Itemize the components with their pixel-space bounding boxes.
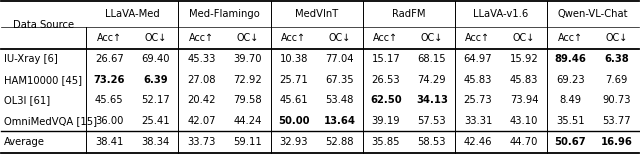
Text: OC↓: OC↓: [605, 33, 627, 43]
Text: 58.53: 58.53: [418, 137, 446, 147]
Text: 42.07: 42.07: [187, 116, 216, 126]
Text: 69.40: 69.40: [141, 54, 170, 64]
Text: 50.67: 50.67: [554, 137, 586, 147]
Text: OC↓: OC↓: [236, 33, 259, 43]
Text: 62.50: 62.50: [370, 95, 401, 105]
Text: 45.83: 45.83: [510, 75, 538, 85]
Text: LLaVA-v1.6: LLaVA-v1.6: [474, 9, 529, 19]
Text: 26.53: 26.53: [371, 75, 400, 85]
Text: 44.24: 44.24: [234, 116, 262, 126]
Text: 35.85: 35.85: [372, 137, 400, 147]
Text: 33.73: 33.73: [188, 137, 216, 147]
Text: 77.04: 77.04: [326, 54, 354, 64]
Text: 67.35: 67.35: [325, 75, 354, 85]
Text: 35.51: 35.51: [556, 116, 584, 126]
Text: LLaVA-Med: LLaVA-Med: [105, 9, 159, 19]
Text: 38.41: 38.41: [95, 137, 124, 147]
Text: 39.70: 39.70: [233, 54, 262, 64]
Text: OmniMedVQA [15]: OmniMedVQA [15]: [4, 116, 97, 126]
Text: 7.69: 7.69: [605, 75, 627, 85]
Text: 45.83: 45.83: [464, 75, 492, 85]
Text: 74.29: 74.29: [417, 75, 446, 85]
Text: 45.61: 45.61: [279, 95, 308, 105]
Text: 73.94: 73.94: [510, 95, 538, 105]
Text: 79.58: 79.58: [233, 95, 262, 105]
Text: IU-Xray [6]: IU-Xray [6]: [4, 54, 58, 64]
Text: 15.92: 15.92: [509, 54, 538, 64]
Text: OL3I [61]: OL3I [61]: [4, 95, 50, 105]
Text: 90.73: 90.73: [602, 95, 630, 105]
Text: 36.00: 36.00: [95, 116, 124, 126]
Text: 53.48: 53.48: [326, 95, 354, 105]
Text: Acc↑: Acc↑: [373, 33, 398, 43]
Text: 52.88: 52.88: [326, 137, 354, 147]
Text: Acc↑: Acc↑: [97, 33, 122, 43]
Text: 50.00: 50.00: [278, 116, 309, 126]
Text: 25.71: 25.71: [279, 75, 308, 85]
Text: 6.39: 6.39: [143, 75, 168, 85]
Text: 13.64: 13.64: [324, 116, 356, 126]
Text: 15.17: 15.17: [371, 54, 400, 64]
Text: Acc↑: Acc↑: [465, 33, 490, 43]
Text: 72.92: 72.92: [233, 75, 262, 85]
Text: 25.73: 25.73: [463, 95, 492, 105]
Text: 73.26: 73.26: [93, 75, 125, 85]
Text: HAM10000 [45]: HAM10000 [45]: [4, 75, 82, 85]
Text: Acc↑: Acc↑: [557, 33, 583, 43]
Text: 38.34: 38.34: [141, 137, 170, 147]
Text: 8.49: 8.49: [559, 95, 581, 105]
Text: 64.97: 64.97: [463, 54, 492, 64]
Text: 43.10: 43.10: [510, 116, 538, 126]
Text: 32.93: 32.93: [279, 137, 308, 147]
Text: 33.31: 33.31: [464, 116, 492, 126]
Text: OC↓: OC↓: [513, 33, 535, 43]
Text: 45.65: 45.65: [95, 95, 124, 105]
Text: OC↓: OC↓: [144, 33, 166, 43]
Text: 20.42: 20.42: [187, 95, 216, 105]
Text: Med-Flamingo: Med-Flamingo: [189, 9, 260, 19]
Text: 34.13: 34.13: [416, 95, 448, 105]
Text: 57.53: 57.53: [417, 116, 446, 126]
Text: OC↓: OC↓: [328, 33, 351, 43]
Text: 27.08: 27.08: [187, 75, 216, 85]
Text: Acc↑: Acc↑: [281, 33, 306, 43]
Text: 52.17: 52.17: [141, 95, 170, 105]
Text: Average: Average: [4, 137, 45, 147]
Text: 89.46: 89.46: [554, 54, 586, 64]
Text: 16.96: 16.96: [600, 137, 632, 147]
Text: 42.46: 42.46: [464, 137, 492, 147]
Text: 68.15: 68.15: [417, 54, 446, 64]
Text: MedVInT: MedVInT: [295, 9, 339, 19]
Text: 69.23: 69.23: [556, 75, 584, 85]
Text: 26.67: 26.67: [95, 54, 124, 64]
Text: 44.70: 44.70: [510, 137, 538, 147]
Text: OC↓: OC↓: [420, 33, 443, 43]
Text: 59.11: 59.11: [233, 137, 262, 147]
Text: Acc↑: Acc↑: [189, 33, 214, 43]
Text: 45.33: 45.33: [188, 54, 216, 64]
Text: 10.38: 10.38: [280, 54, 308, 64]
Text: RadFM: RadFM: [392, 9, 426, 19]
Text: Qwen-VL-Chat: Qwen-VL-Chat: [558, 9, 628, 19]
Text: 25.41: 25.41: [141, 116, 170, 126]
Text: 6.38: 6.38: [604, 54, 628, 64]
Text: Data Source: Data Source: [13, 20, 74, 30]
Text: 39.19: 39.19: [371, 116, 400, 126]
Text: 53.77: 53.77: [602, 116, 630, 126]
